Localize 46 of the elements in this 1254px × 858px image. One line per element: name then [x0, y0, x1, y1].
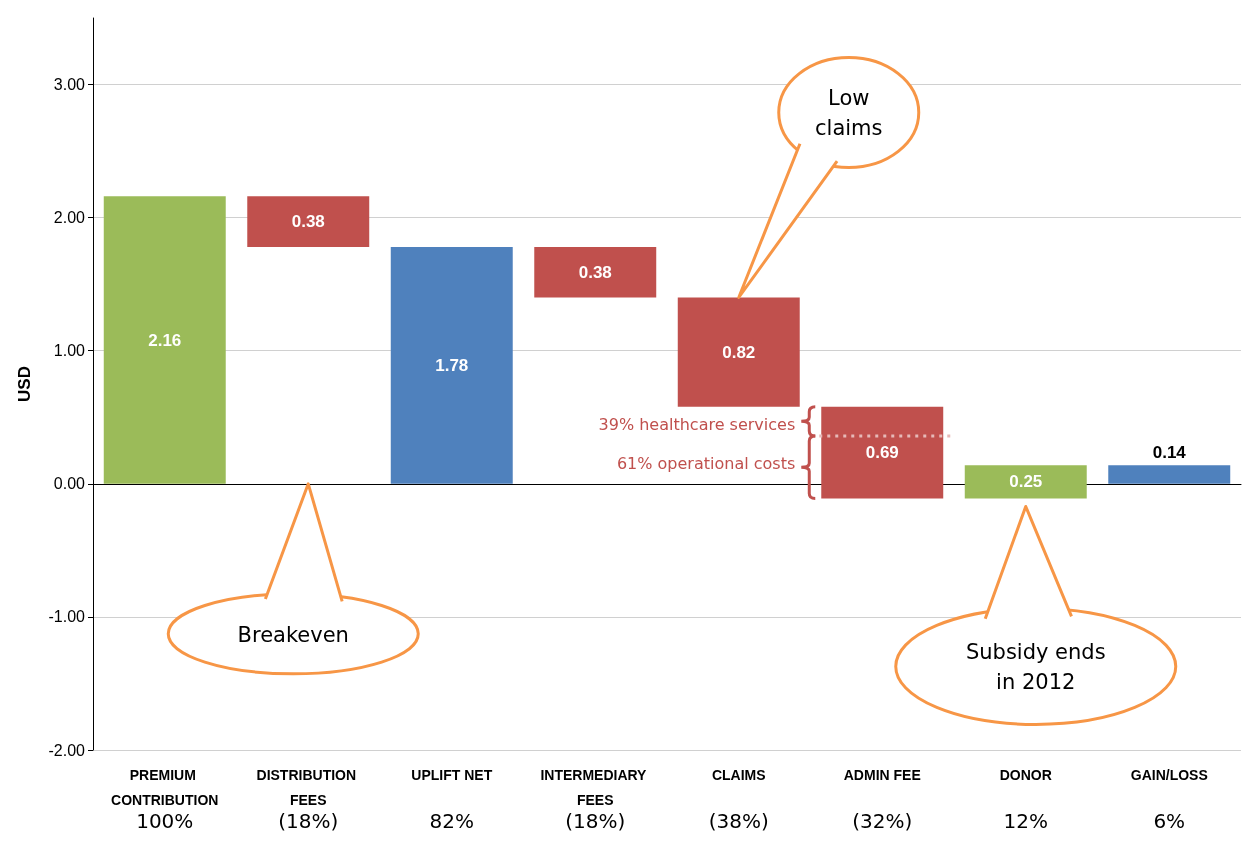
y-axis-title: USD: [15, 366, 34, 402]
x-tick-label: PREMIUM CONTRIBUTION: [111, 766, 219, 808]
data-label: 0.14: [1152, 443, 1187, 463]
text: 6%: [1153, 809, 1186, 833]
data-label: 0.38: [578, 262, 612, 282]
bar: [103, 196, 226, 484]
x-tick-label: CLAIMS: [711, 766, 766, 783]
y-tick-label: 0.00: [53, 475, 86, 493]
text: (38%): [708, 809, 769, 833]
x-tick-label: INTERMEDIARY FEES: [540, 766, 651, 808]
x-tick-label: ADMIN FEE: [843, 766, 921, 783]
text: 82%: [429, 809, 474, 833]
annotation: Breakeven: [237, 622, 349, 647]
text: 100%: [136, 809, 194, 833]
bar: [1108, 465, 1231, 484]
annotation: Low claims: [815, 86, 883, 141]
x-tick-label: DONOR: [999, 766, 1052, 783]
bar: [677, 297, 800, 407]
annotation: 39% healthcare services: [598, 414, 796, 434]
bar: [534, 246, 657, 298]
x-tick-label: UPLIFT NET: [411, 766, 493, 783]
y-tick-label: -1.00: [48, 608, 86, 626]
speech-bubble: Low claims: [737, 56, 921, 299]
text: (18%): [278, 809, 339, 833]
data-label: 0.69: [865, 443, 899, 463]
annotation: 61% operational costs: [616, 453, 796, 473]
data-label: 1.78: [435, 355, 469, 375]
speech-bubble: Breakeven: [166, 482, 420, 676]
text: 12%: [1003, 809, 1048, 833]
y-tick-label: 3.00: [53, 76, 86, 94]
data-label: 2.16: [148, 330, 182, 350]
bar: [247, 196, 370, 247]
text: (32%): [852, 809, 913, 833]
data-label: 0.82: [722, 342, 756, 362]
text: (18%): [565, 809, 626, 833]
y-tick-label: -2.00: [48, 741, 86, 759]
bar: [964, 465, 1087, 499]
x-tick-label: GAIN/LOSS: [1130, 766, 1208, 783]
y-tick-label: 1.00: [53, 342, 86, 360]
data-label: 0.25: [1009, 472, 1043, 492]
y-tick-label: 2.00: [53, 209, 86, 227]
annotation: Subsidy ends in 2012: [965, 640, 1106, 695]
data-label: 0.38: [291, 212, 325, 232]
x-tick-label: DISTRIBUTION FEES: [256, 766, 360, 808]
bar: [821, 406, 944, 499]
bar: [390, 246, 513, 484]
